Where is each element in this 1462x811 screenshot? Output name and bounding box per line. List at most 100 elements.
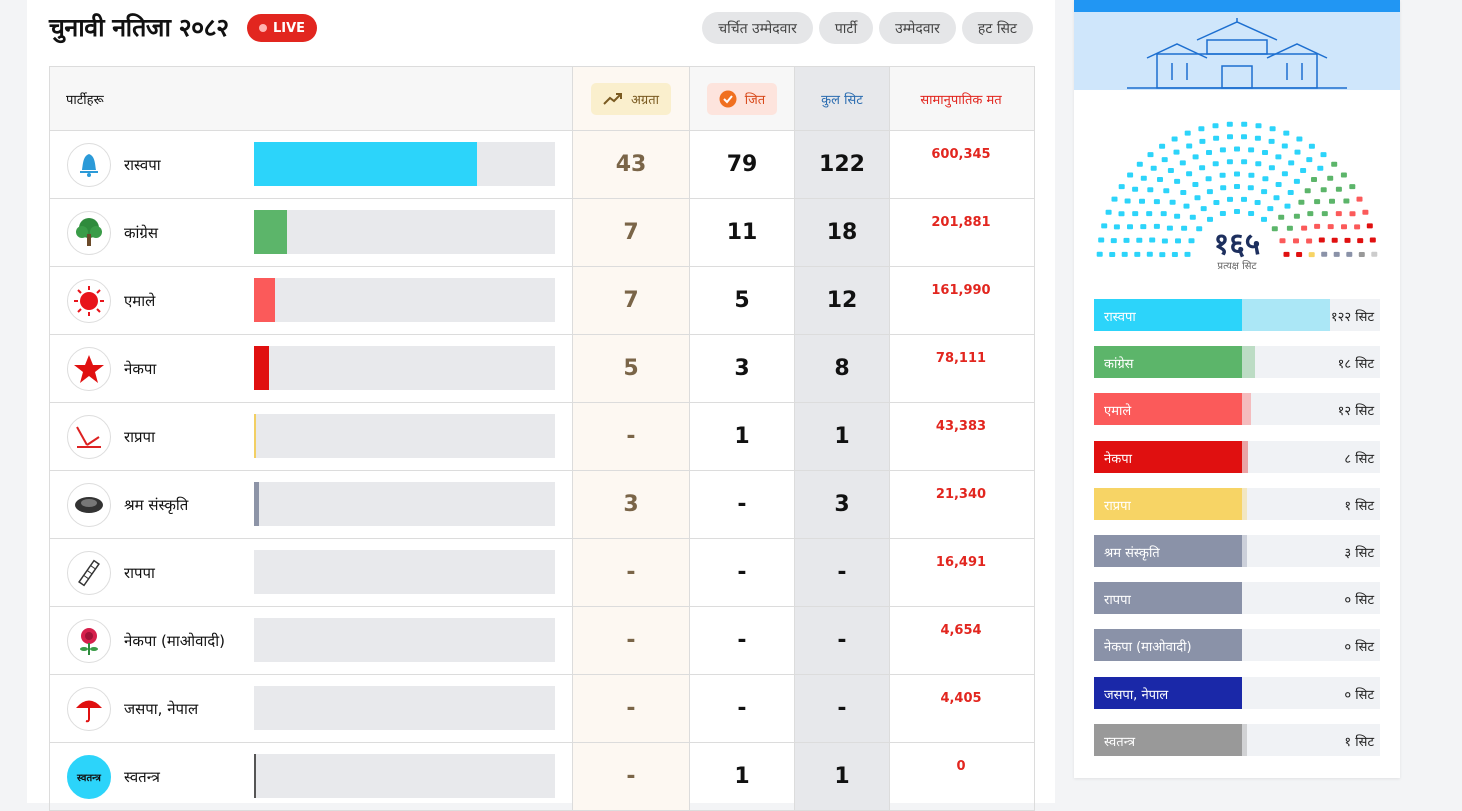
total-seats: 122 bbox=[794, 131, 889, 198]
seat-list-item: कांग्रेस १८ सिट bbox=[1094, 346, 1380, 379]
table-row[interactable]: नेकपा 5 3 8 78,111 bbox=[50, 335, 1034, 403]
tab-hot-seats[interactable]: हट सिट bbox=[961, 12, 1033, 44]
seat-sidebar: १६५ प्रत्यक्ष सिट रास्वपा १२२ सिट कांग्रेस… bbox=[1074, 0, 1400, 778]
seat-party-color bbox=[1094, 299, 1242, 331]
table-row[interactable]: श्रम संस्कृति 3-3 21,340 bbox=[50, 471, 1034, 539]
party-cell: जसपा, नेपाल bbox=[50, 675, 572, 742]
total-seats: 3 bbox=[794, 471, 889, 538]
umbrella-icon bbox=[67, 686, 111, 731]
seat-dot bbox=[1212, 161, 1219, 167]
seat-dot bbox=[1219, 147, 1226, 153]
seat-dot bbox=[1181, 225, 1188, 231]
table-row[interactable]: स्वतन्त्र स्वतन्त्र -1 1 0 bbox=[50, 743, 1034, 811]
win-count: 79 bbox=[689, 131, 794, 198]
total-seats: 8 bbox=[794, 335, 889, 402]
seat-dot bbox=[1123, 237, 1130, 243]
pr-votes: 43,383 bbox=[889, 403, 1032, 470]
seat-dot bbox=[1320, 152, 1327, 158]
seat-dot bbox=[1205, 176, 1212, 182]
col-pr-header: सामानुपातिक मत bbox=[889, 67, 1032, 130]
seat-share-fill bbox=[1242, 393, 1251, 426]
seat-dot bbox=[1366, 223, 1373, 229]
seat-dot bbox=[1179, 160, 1186, 166]
table-header: पार्टीहरू अग्रता जित कुल सिट सामानुपातिक… bbox=[50, 66, 1034, 131]
vote-share-bar bbox=[254, 414, 555, 458]
vote-share-fill bbox=[254, 142, 477, 186]
seat-dot bbox=[1194, 195, 1201, 201]
tab-featured-candidates[interactable]: चर्चित उम्मेदवार bbox=[702, 12, 813, 44]
seat-dot bbox=[1261, 189, 1268, 195]
seat-dot bbox=[1335, 211, 1342, 217]
seat-party-color bbox=[1094, 723, 1242, 756]
vote-share-bar bbox=[254, 686, 555, 730]
tab-candidates[interactable]: उम्मेदवार bbox=[879, 12, 956, 44]
seat-dot bbox=[1161, 157, 1168, 163]
lead-count: 7 bbox=[572, 267, 689, 334]
table-row[interactable]: राप्रपा -1 1 43,383 bbox=[50, 403, 1034, 471]
seat-dot bbox=[1173, 149, 1180, 155]
seat-dot bbox=[1286, 225, 1293, 231]
seat-dot bbox=[1166, 225, 1173, 231]
vote-share-fill bbox=[254, 482, 260, 526]
seat-dot bbox=[1354, 224, 1361, 230]
seat-dot bbox=[1275, 154, 1282, 160]
seat-dot bbox=[1134, 251, 1141, 257]
table-row[interactable]: कांग्रेस 7 11 18 201,881 bbox=[50, 199, 1034, 267]
seat-dot bbox=[1175, 238, 1181, 244]
seat-party-color bbox=[1094, 440, 1242, 473]
seat-dot bbox=[1124, 198, 1131, 204]
seat-party-name: रास्वपा bbox=[1104, 310, 1136, 325]
seat-dot bbox=[1127, 172, 1134, 178]
seat-share-fill bbox=[1242, 534, 1247, 567]
col-lead-header: अग्रता bbox=[572, 67, 689, 130]
seat-count: ० सिट bbox=[1344, 687, 1374, 703]
table-row[interactable]: एमाले 7 5 12 161,990 bbox=[50, 267, 1034, 335]
lead-count: - bbox=[572, 403, 689, 470]
vote-share-bar bbox=[254, 754, 555, 798]
results-table: पार्टीहरू अग्रता जित कुल सिट सामानुपातिक… bbox=[49, 66, 1035, 811]
table-row[interactable]: जसपा, नेपाल - - -4,405 bbox=[50, 675, 1034, 743]
seat-list-item: एमाले १२ सिट bbox=[1094, 393, 1380, 426]
seat-dot bbox=[1234, 209, 1240, 214]
seat-dot bbox=[1296, 136, 1303, 142]
seat-dot bbox=[1136, 237, 1143, 243]
seat-count: १२२ सिट bbox=[1330, 310, 1374, 325]
seat-list-item: राप्रपा १ सिट bbox=[1094, 487, 1380, 520]
seat-share-fill bbox=[1242, 346, 1256, 379]
seat-party-name: श्रम संस्कृति bbox=[1104, 545, 1160, 561]
seat-dot bbox=[1234, 146, 1240, 152]
vote-share-bar bbox=[254, 142, 555, 186]
seat-dot bbox=[1306, 238, 1313, 244]
seat-dot bbox=[1293, 213, 1300, 219]
seat-list-item: रापपा ० सिट bbox=[1094, 582, 1380, 615]
seat-dot bbox=[1343, 198, 1350, 204]
lead-count: - bbox=[572, 743, 689, 810]
table-row[interactable]: रास्वपा 43 79 122 600,345 bbox=[50, 131, 1034, 199]
seat-dot bbox=[1139, 198, 1145, 204]
seat-dot bbox=[1188, 238, 1195, 244]
seat-dot bbox=[1268, 165, 1275, 171]
seat-dot bbox=[1301, 225, 1308, 231]
seat-dot bbox=[1371, 251, 1378, 257]
seat-dot bbox=[1174, 213, 1181, 219]
seat-dot bbox=[1335, 186, 1342, 192]
seat-dot bbox=[1283, 251, 1290, 257]
win-count: 1 bbox=[689, 403, 794, 470]
seat-dot bbox=[1293, 238, 1299, 244]
seat-party-name: जसपा, नेपाल bbox=[1104, 687, 1169, 703]
seat-dot bbox=[1349, 184, 1356, 190]
seat-count: १ सिट bbox=[1344, 498, 1374, 514]
win-count: - bbox=[689, 675, 794, 742]
total-seats-sub: प्रत्यक्ष सिट bbox=[1217, 260, 1257, 272]
pr-votes: 600,345 bbox=[889, 131, 1032, 198]
win-count: - bbox=[689, 607, 794, 674]
seat-dot bbox=[1171, 252, 1178, 257]
seat-dot bbox=[1118, 184, 1125, 190]
seat-dot bbox=[1321, 211, 1328, 217]
win-count: 1 bbox=[689, 743, 794, 810]
pr-votes: 78,111 bbox=[889, 335, 1032, 402]
table-row[interactable]: रापपा - - -16,491 bbox=[50, 539, 1034, 607]
tab-party[interactable]: पार्टी bbox=[818, 12, 874, 44]
seat-dot bbox=[1227, 134, 1233, 140]
table-row[interactable]: नेकपा (माओवादी) - - -4,654 bbox=[50, 607, 1034, 675]
